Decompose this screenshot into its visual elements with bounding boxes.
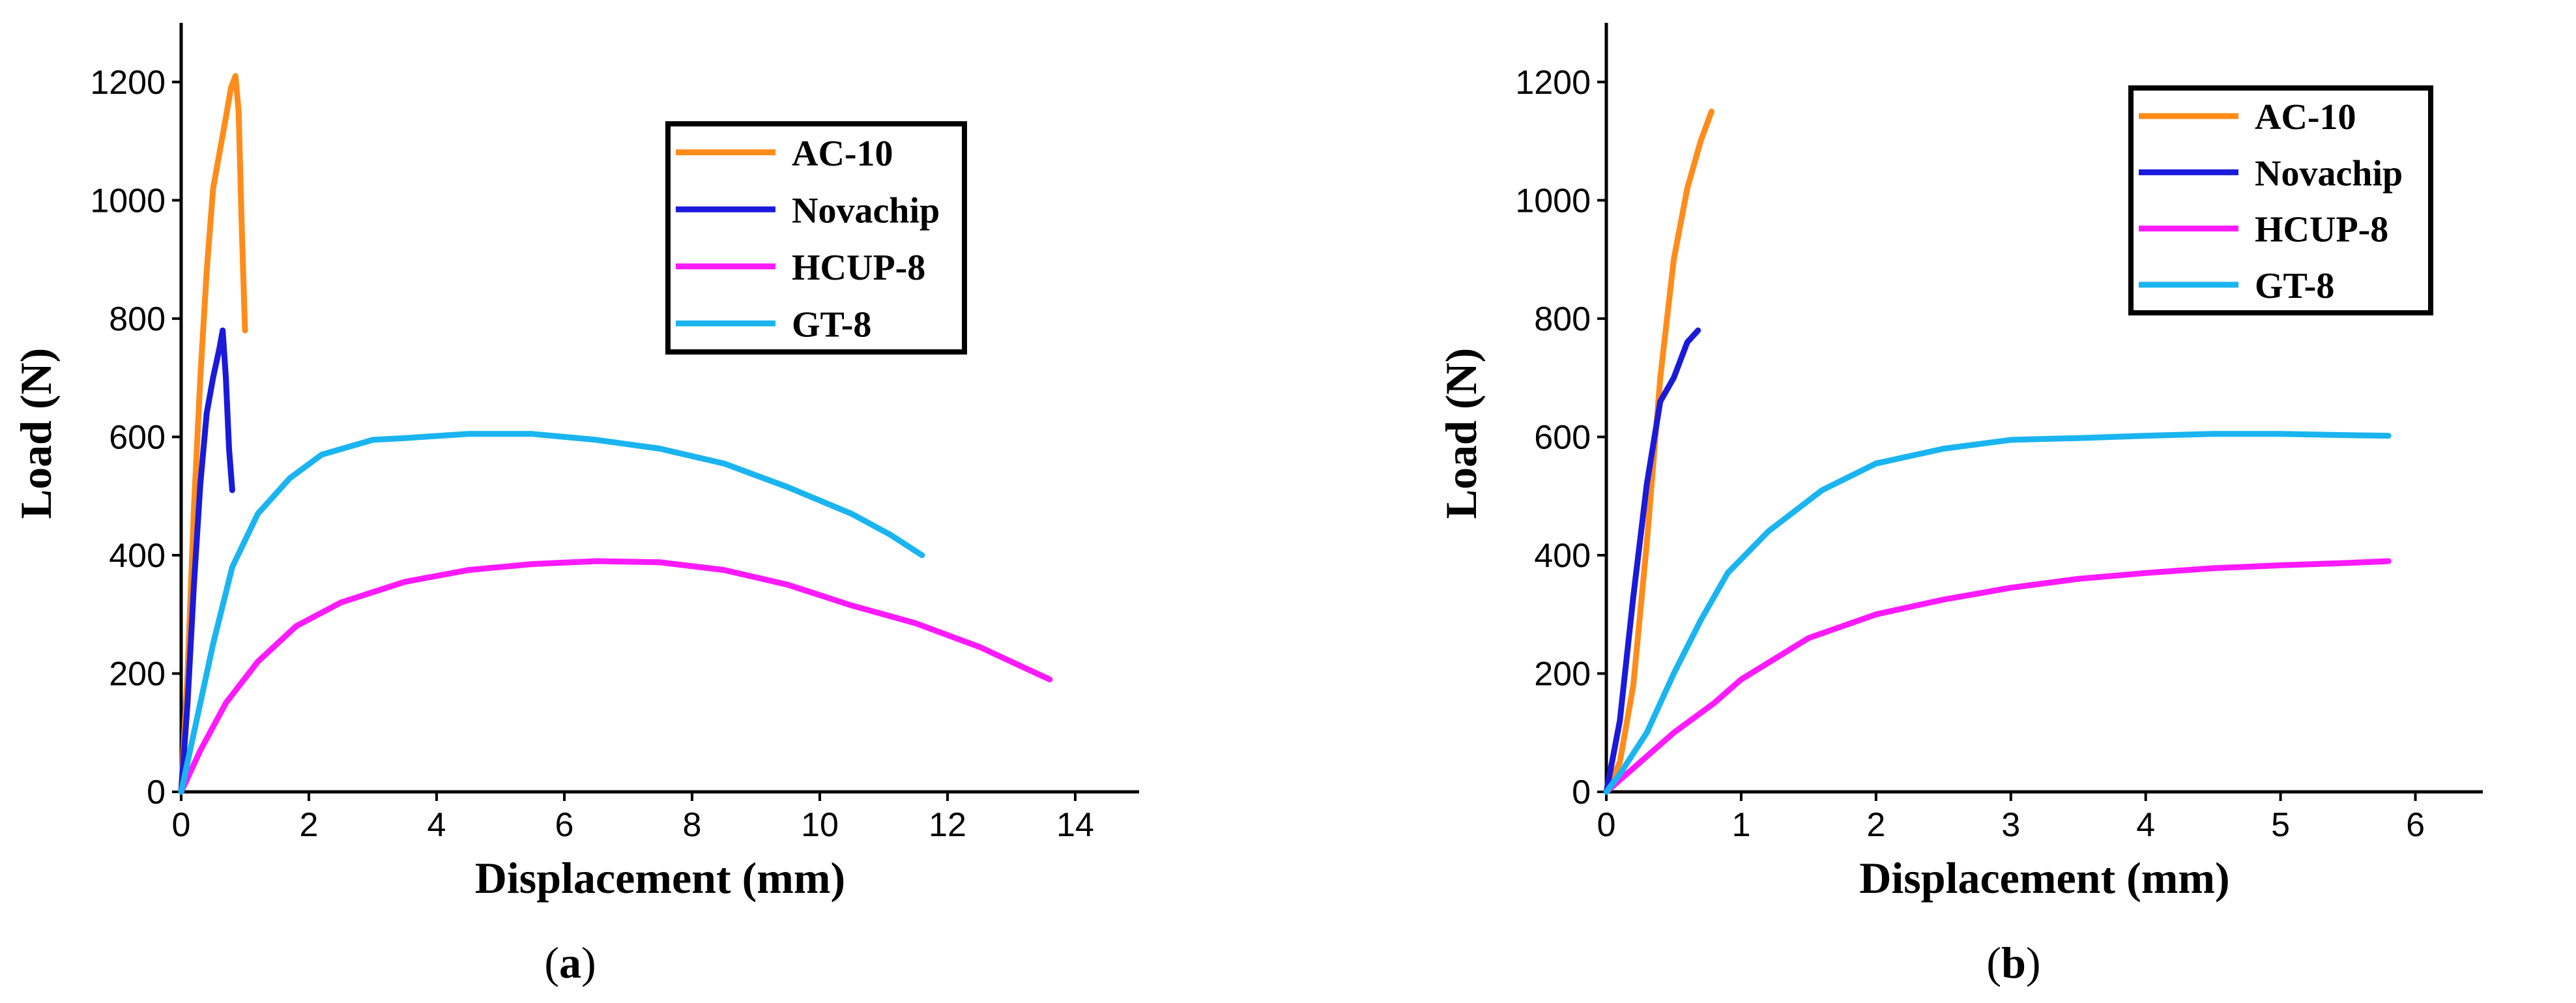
x-tick-label: 2 <box>300 806 319 844</box>
panel-a: 0 200 400 600 800 1000 1200 0 2 4 6 8 10 12 14 Displace… <box>11 23 1139 987</box>
y-tick-label: 1000 <box>90 182 166 220</box>
legend-box <box>665 121 967 355</box>
x-axis-title: Displacement (mm) <box>475 853 845 903</box>
legend-label-hcup-8: HCUP-8 <box>792 248 925 288</box>
y-tick-label: 600 <box>1534 418 1591 456</box>
x-tick-label: 10 <box>801 806 839 844</box>
legend-label-ac-10: AC-10 <box>2255 97 2356 138</box>
series-line-hcup-8 <box>1603 558 2392 795</box>
x-tick-label: 14 <box>1056 806 1094 844</box>
legend: AC-10 Novachip HCUP-8 GT-8 <box>2128 85 2433 315</box>
x-axis-title: Displacement (mm) <box>1859 853 2229 903</box>
y-tick-label: 400 <box>1534 537 1591 575</box>
y-tick-label: 600 <box>109 418 166 456</box>
caption-open-paren: ( <box>1986 938 2001 987</box>
legend-label-gt-8: GT-8 <box>2255 266 2334 306</box>
y-tick-label: 400 <box>109 537 166 575</box>
series-line-novachip <box>1603 327 1701 795</box>
caption-close-paren: ) <box>2026 938 2041 987</box>
y-tick-label: 1200 <box>90 64 166 102</box>
series-line-hcup-8 <box>178 558 1053 795</box>
series-line-gt-8 <box>178 431 925 795</box>
x-tick-label: 5 <box>2271 806 2290 844</box>
y-tick-label: 0 <box>1572 774 1591 811</box>
legend: AC-10 Novachip HCUP-8 GT-8 <box>665 121 967 355</box>
y-tick-label: 200 <box>109 655 166 693</box>
legend-label-novachip: Novachip <box>792 190 940 231</box>
x-tick-label: 4 <box>427 806 446 844</box>
legend-label-novachip: Novachip <box>2255 153 2403 194</box>
panel-caption: (a) <box>544 938 596 987</box>
x-tick-label: 3 <box>2001 806 2020 844</box>
series-line-novachip <box>178 327 235 795</box>
caption-open-paren: ( <box>544 938 559 987</box>
x-tick-label: 2 <box>1866 806 1885 844</box>
series-line-ac-10 <box>178 73 248 795</box>
legend-label-hcup-8: HCUP-8 <box>2255 210 2388 250</box>
x-tick-label: 0 <box>1597 806 1616 844</box>
caption-panel-letter: b <box>2001 938 2026 987</box>
caption-close-paren: ) <box>581 938 596 987</box>
y-tick-label: 0 <box>147 774 166 811</box>
legend-label-gt-8: GT-8 <box>792 304 871 345</box>
y-tick-label: 1200 <box>1515 64 1591 102</box>
legend-box <box>2128 85 2433 315</box>
x-tick-label: 12 <box>929 806 966 844</box>
x-tick-label: 8 <box>683 806 702 844</box>
series-line-gt-8 <box>1603 431 2392 795</box>
x-tick-label: 4 <box>2136 806 2155 844</box>
x-tick-label: 0 <box>172 806 191 844</box>
panel-caption: (b) <box>1986 938 2040 987</box>
y-tick-label: 800 <box>1534 300 1591 338</box>
x-tick-label: 1 <box>1731 806 1750 844</box>
y-axis-title: Load (N) <box>11 348 61 519</box>
series-line-ac-10 <box>1603 108 1715 795</box>
legend-label-ac-10: AC-10 <box>792 134 893 174</box>
panel-b: 0 200 400 600 800 1000 1200 0 1 2 3 4 5 6 Displacement… <box>1436 23 2483 987</box>
y-tick-label: 800 <box>109 300 166 338</box>
caption-panel-letter: a <box>559 938 581 987</box>
x-tick-label: 6 <box>2406 806 2425 844</box>
y-axis-title: Load (N) <box>1436 348 1486 519</box>
x-tick-label: 6 <box>555 806 574 844</box>
y-tick-label: 200 <box>1534 655 1591 693</box>
y-tick-label: 1000 <box>1515 182 1591 220</box>
